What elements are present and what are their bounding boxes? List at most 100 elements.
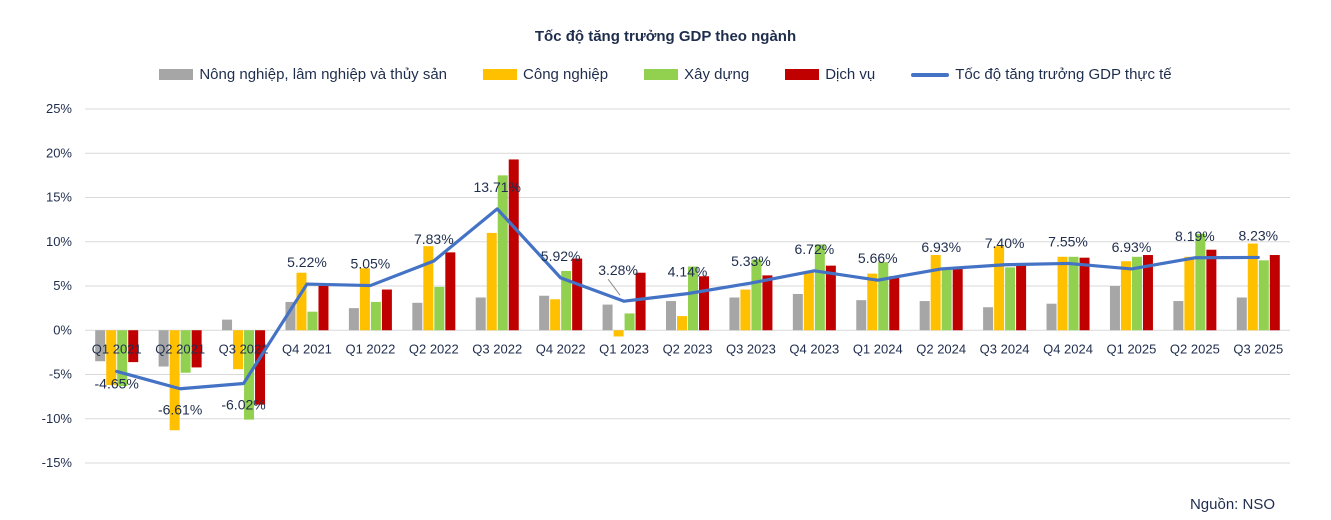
bar-1-5 [423, 246, 434, 331]
bar-2-7 [561, 270, 572, 331]
bar-3-11 [825, 265, 836, 331]
legend-swatch-industry [483, 69, 518, 80]
bar-3-6 [508, 159, 519, 331]
gdp-data-label: 5.66% [858, 250, 898, 266]
x-tick-label: Q3 2022 [472, 341, 522, 356]
x-tick-label: Q1 2021 [92, 341, 142, 356]
gdp-data-label: -6.61% [158, 402, 202, 418]
bar-3-3 [318, 286, 329, 331]
bar-0-3 [285, 301, 296, 331]
gdp-data-label: 5.05% [351, 256, 391, 272]
bar-2-12 [878, 262, 889, 331]
bar-0-11 [792, 293, 803, 331]
bar-0-17 [1173, 301, 1184, 331]
bar-1-4 [359, 268, 370, 331]
legend-item-gdp: Tốc độ tăng trưởng GDP thực tế [911, 66, 1172, 83]
x-tick-label: Q2 2024 [916, 341, 966, 356]
gdp-data-label: 7.40% [985, 235, 1025, 251]
bar-2-6 [497, 175, 508, 331]
x-tick-label: Q1 2025 [1107, 341, 1157, 356]
bar-1-13 [930, 255, 941, 331]
gdp-data-label: 6.93% [921, 239, 961, 255]
bar-1-11 [803, 271, 814, 331]
bar-3-0 [128, 330, 139, 363]
bar-3-4 [381, 289, 392, 331]
y-tick-label: -5% [49, 367, 73, 382]
y-tick-label: -10% [42, 411, 73, 426]
bar-3-17 [1206, 249, 1217, 331]
legend-swatch-agriculture [159, 69, 194, 80]
gdp-data-label: 7.83% [414, 231, 454, 247]
x-tick-label: Q3 2023 [726, 341, 776, 356]
x-tick-label: Q4 2022 [536, 341, 586, 356]
bar-2-16 [1131, 256, 1142, 331]
gdp-data-label: 3.28% [598, 262, 638, 278]
bar-0-6 [475, 297, 486, 331]
bar-0-7 [539, 295, 550, 331]
bar-1-8 [613, 330, 624, 337]
bar-1-3 [296, 272, 307, 331]
bar-1-18 [1247, 243, 1258, 331]
bar-2-13 [941, 267, 952, 331]
legend: Nông nghiệp, lâm nghiệp và thủy sản Công… [0, 66, 1331, 83]
x-tick-label: Q4 2024 [1043, 341, 1093, 356]
bar-2-17 [1195, 233, 1206, 331]
bar-2-11 [814, 244, 825, 331]
bar-3-18 [1269, 255, 1280, 331]
bar-0-9 [666, 301, 676, 331]
bar-0-0 [95, 330, 106, 362]
source-note: Nguồn: NSO [1189, 496, 1275, 513]
bar-1-10 [740, 289, 751, 331]
gdp-data-label: -6.02% [221, 397, 265, 413]
bar-3-7 [572, 258, 583, 331]
bar-0-2 [222, 319, 233, 331]
bar-0-4 [348, 308, 359, 331]
bar-1-17 [1184, 256, 1195, 331]
bar-1-12 [867, 273, 878, 331]
x-tick-label: Q1 2024 [853, 341, 903, 356]
bar-1-9 [677, 316, 687, 331]
bar-1-16 [1120, 261, 1131, 331]
bar-3-13 [952, 268, 963, 331]
label-leader-line [607, 278, 621, 296]
bar-0-12 [856, 300, 867, 331]
bar-2-10 [751, 259, 762, 331]
gdp-data-label: 8.19% [1175, 228, 1215, 244]
gdp-data-label: 8.23% [1238, 227, 1278, 243]
bar-3-8 [635, 272, 646, 331]
gdp-data-label: 5.22% [287, 254, 327, 270]
bar-2-5 [434, 286, 445, 331]
gdp-data-label: -4.65% [95, 375, 139, 391]
bar-1-14 [994, 246, 1005, 331]
bar-3-14 [1016, 263, 1027, 331]
y-tick-label: 20% [46, 145, 72, 160]
bar-3-16 [1142, 255, 1153, 331]
bar-1-15 [1057, 256, 1068, 331]
bar-1-1 [169, 330, 180, 431]
legend-item-industry: Công nghiệp [483, 66, 608, 83]
bar-3-9 [699, 276, 709, 331]
bar-1-2 [233, 330, 244, 370]
bar-3-1 [191, 330, 202, 368]
y-tick-label: 15% [46, 190, 72, 205]
x-tick-label: Q2 2023 [663, 341, 713, 356]
x-tick-label: Q1 2022 [345, 341, 395, 356]
legend-label-industry: Công nghiệp [523, 66, 609, 83]
bar-2-4 [370, 301, 381, 331]
x-tick-label: Q1 2023 [599, 341, 649, 356]
gdp-data-label: 13.71% [473, 179, 520, 195]
bar-0-18 [1236, 297, 1247, 331]
legend-item-construction: Xây dựng [644, 66, 749, 83]
x-tick-label: Q2 2021 [155, 341, 205, 356]
y-tick-label: 10% [46, 234, 72, 249]
y-tick-label: 5% [53, 278, 72, 293]
bar-0-5 [412, 302, 423, 331]
bar-1-7 [550, 299, 561, 331]
bar-2-0 [117, 330, 128, 387]
y-tick-label: -15% [42, 455, 73, 470]
bar-3-10 [762, 275, 773, 331]
x-tick-label: Q3 2024 [980, 341, 1030, 356]
bar-2-1 [180, 330, 191, 373]
legend-swatch-services [785, 69, 820, 80]
